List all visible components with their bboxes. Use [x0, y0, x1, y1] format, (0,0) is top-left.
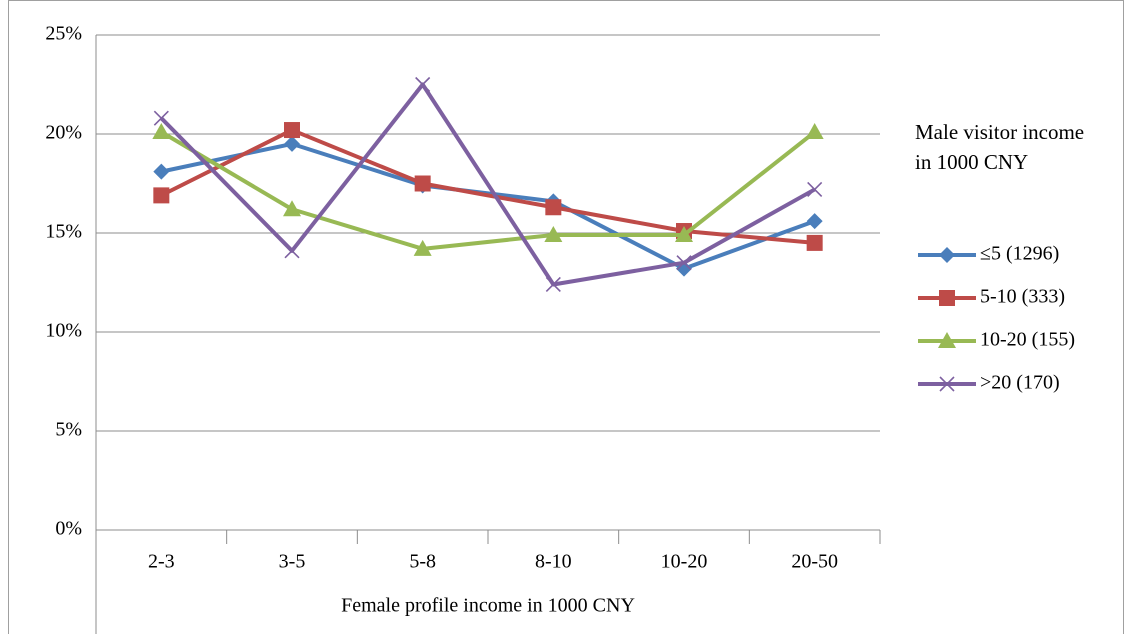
marker [545, 276, 561, 293]
chart-border [8, 0, 1124, 634]
marker [805, 123, 824, 140]
marker [415, 76, 431, 93]
legend-label: ≤5 (1296) [980, 243, 1059, 265]
series-line [160, 130, 816, 251]
legend-title: Male visitor income in 1000 CNY [915, 120, 1085, 174]
x-tick-label: 3-5 [279, 551, 306, 573]
legend-label: >20 (170) [980, 372, 1060, 394]
marker [153, 110, 169, 126]
x-tick-label: 8-10 [535, 551, 572, 573]
x-tick-label: 10-20 [661, 551, 708, 573]
marker [152, 123, 171, 140]
x-axis-title: Female profile income in 1000 CNY [341, 595, 635, 617]
y-tick-label: 0% [55, 518, 82, 540]
marker [413, 239, 432, 256]
x-tick-label: 5-8 [409, 551, 436, 573]
marker [283, 200, 301, 217]
legend-label: 10-20 (155) [980, 329, 1075, 351]
series-line [159, 82, 816, 287]
legend-marker [939, 376, 955, 392]
legend-marker [939, 290, 955, 306]
marker [284, 243, 300, 259]
legend-label: 5-10 (333) [980, 286, 1065, 308]
series-line [160, 141, 816, 271]
y-tick-label: 15% [45, 221, 82, 243]
x-tick-label: 2-3 [148, 551, 175, 573]
x-tick-label: 20-50 [791, 551, 838, 573]
marker [806, 234, 823, 251]
marker [676, 255, 692, 271]
marker [675, 225, 693, 242]
marker [806, 213, 823, 230]
y-tick-label: 20% [45, 122, 82, 144]
y-tick-label: 10% [45, 320, 82, 342]
y-tick-label: 25% [45, 23, 82, 45]
legend-marker [939, 247, 955, 263]
marker [414, 175, 431, 192]
marker [153, 163, 170, 180]
marker [153, 187, 170, 204]
marker [807, 181, 823, 198]
marker [544, 225, 563, 242]
marker [284, 135, 300, 152]
marker [545, 199, 562, 216]
series-line [160, 128, 815, 245]
y-tick-label: 5% [55, 419, 82, 441]
legend-marker [938, 332, 956, 348]
marker [284, 122, 300, 139]
